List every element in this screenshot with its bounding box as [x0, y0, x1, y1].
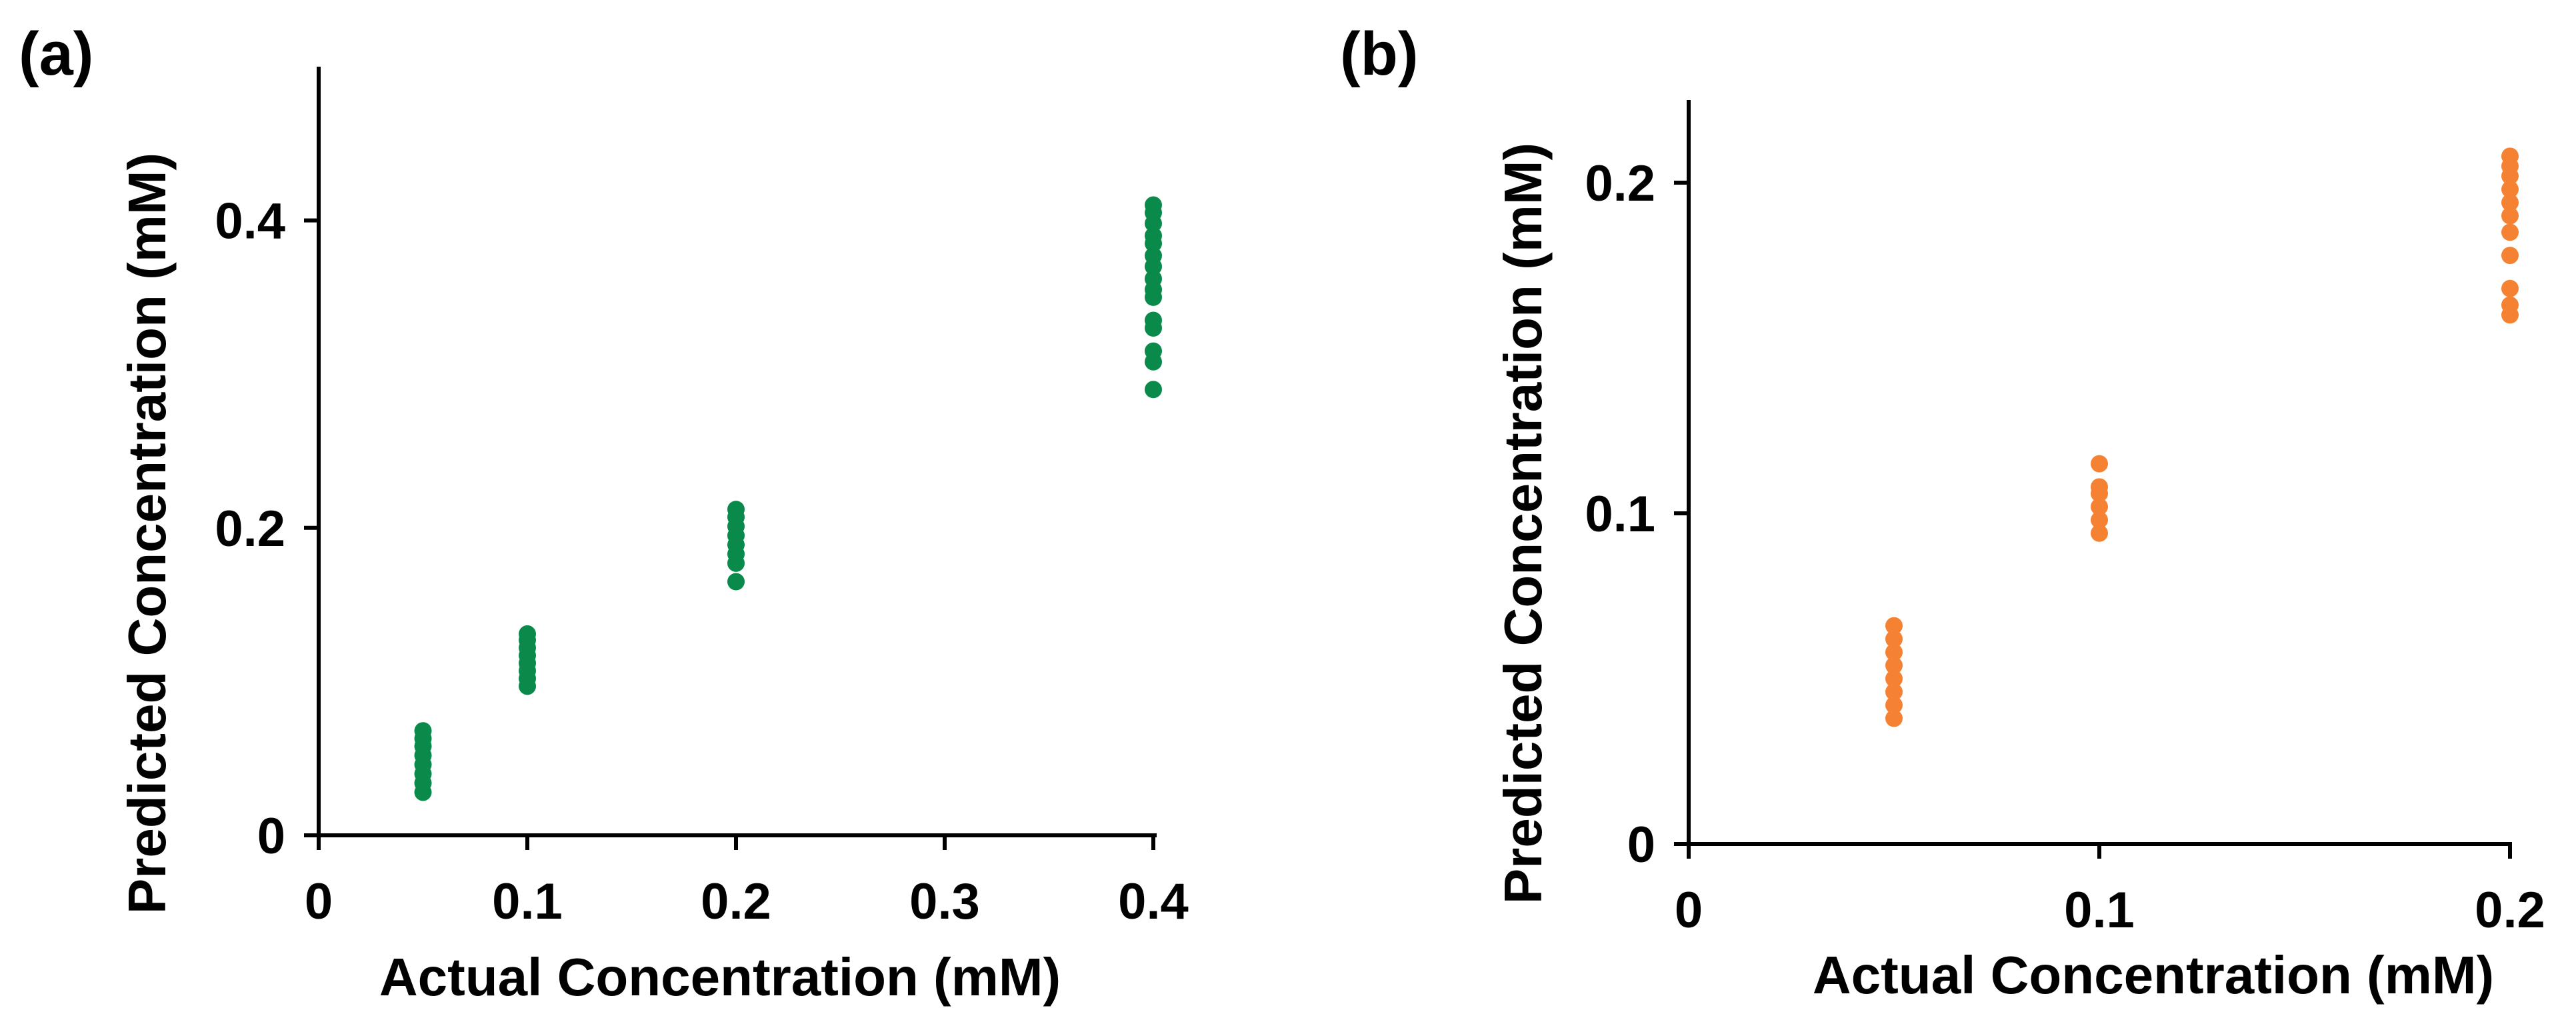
data-point: [2091, 478, 2108, 496]
data-point: [2501, 279, 2519, 297]
data-point: [1145, 270, 1162, 288]
y-tick-label: 0.2: [1585, 155, 1655, 212]
y-tick-label: 0.1: [1585, 486, 1655, 543]
x-ticks-a: 0 0.1 0.2 0.3 0.4: [305, 835, 1189, 930]
data-point: [2501, 180, 2519, 198]
y-tick-label: 0.2: [215, 501, 285, 557]
y-axis-title-a: Predicted Concentration (mM): [117, 153, 177, 914]
data-point: [1145, 247, 1162, 265]
data-point: [2091, 524, 2108, 542]
data-point: [2501, 207, 2519, 225]
data-point: [1885, 670, 1903, 687]
data-point: [1145, 227, 1162, 245]
x-tick-label: 0.1: [492, 873, 563, 930]
x-tick-label: 0.2: [2475, 882, 2545, 939]
chart-panel-b: (b) 0 0.1 0.2 0 0.1 0.2 Actual Concentration…: [1340, 20, 2545, 1005]
y-ticks-b: 0 0.1 0.2: [1585, 155, 1689, 873]
x-ticks-b: 0 0.1 0.2: [1675, 844, 2545, 939]
data-point: [1885, 643, 1903, 661]
data-point: [2091, 511, 2108, 529]
y-tick-label: 0.4: [215, 193, 285, 250]
data-point: [2091, 498, 2108, 516]
panel-label-b: (b): [1340, 20, 1418, 88]
x-tick-label: 0.1: [2064, 882, 2135, 939]
y-ticks-a: 0 0.2 0.4: [215, 193, 319, 865]
data-point: [2501, 223, 2519, 241]
y-tick-label: 0: [1627, 817, 1655, 873]
data-point: [1885, 617, 1903, 635]
x-tick-label: 0.4: [1118, 873, 1189, 930]
data-points-b: [1885, 147, 2519, 727]
x-tick-label: 0.3: [909, 873, 980, 930]
data-point: [1885, 683, 1903, 701]
data-point: [2501, 147, 2519, 165]
data-point: [414, 722, 432, 740]
chart-panel-a: (a) 0 0.2 0.4 0 0.1 0.2 0.3 0.4 Actual Concent…: [19, 20, 1189, 1007]
data-point: [1145, 196, 1162, 214]
x-axis-title-a: Actual Concentration (mM): [379, 947, 1061, 1007]
data-point: [1885, 657, 1903, 675]
data-point: [1145, 311, 1162, 329]
data-point: [727, 501, 745, 519]
x-tick-label: 0: [305, 873, 333, 930]
data-point: [727, 573, 745, 591]
data-points-a: [414, 196, 1162, 801]
x-tick-label: 0.2: [701, 873, 771, 930]
y-axis-title-b: Predicted Concentration (mM): [1493, 143, 1553, 904]
data-point: [519, 625, 536, 643]
y-tick-label: 0: [257, 808, 285, 865]
data-point: [1145, 381, 1162, 399]
data-point: [2501, 193, 2519, 211]
data-point: [1885, 630, 1903, 648]
x-tick-label: 0: [1675, 882, 1703, 939]
data-point: [1885, 709, 1903, 727]
panel-label-a: (a): [19, 20, 93, 88]
data-point: [2091, 455, 2108, 473]
data-point: [1145, 342, 1162, 360]
data-point: [2501, 247, 2519, 265]
data-point: [1885, 696, 1903, 714]
x-axis-title-b: Actual Concentration (mM): [1813, 945, 2494, 1005]
data-point: [2501, 296, 2519, 314]
